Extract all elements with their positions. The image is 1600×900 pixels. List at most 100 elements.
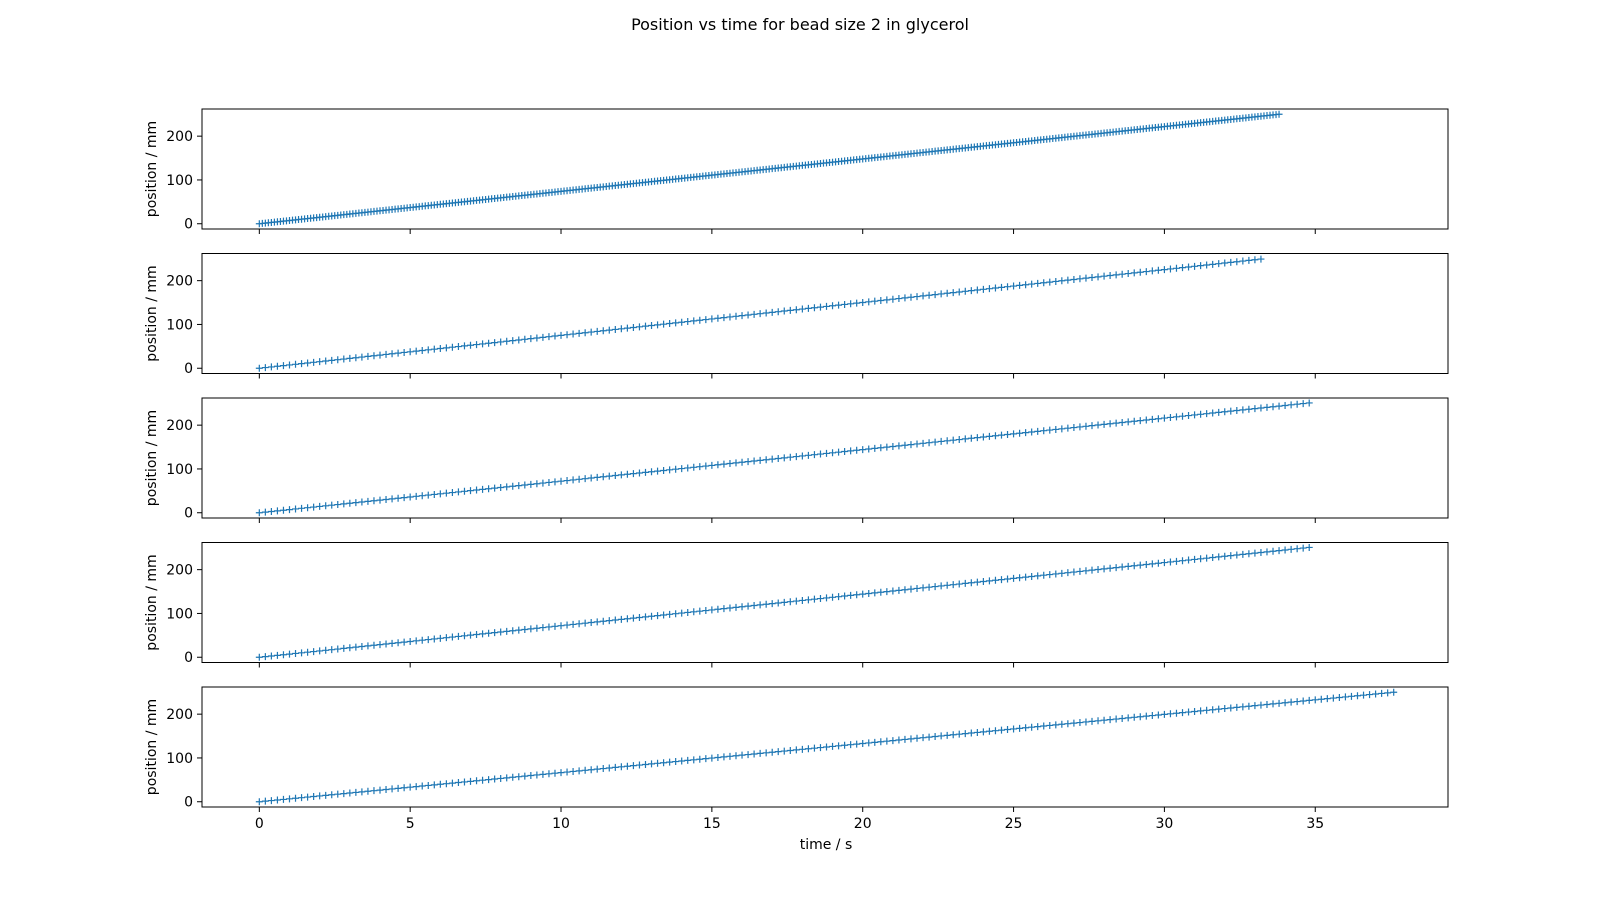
data-point	[454, 632, 462, 640]
data-point	[310, 358, 318, 366]
data-point	[1046, 278, 1054, 286]
data-point	[1366, 691, 1374, 699]
data-point	[328, 791, 336, 799]
data-point	[1064, 424, 1072, 432]
data-point	[310, 793, 318, 801]
data-point	[448, 779, 456, 787]
data-point	[1082, 718, 1090, 726]
data-point	[298, 649, 306, 657]
data-series	[255, 543, 1313, 661]
subplot-3: 0 100 200 position / mm	[144, 397, 1449, 523]
data-point	[575, 620, 583, 628]
data-point	[1311, 696, 1319, 704]
data-point	[937, 437, 945, 445]
data-point	[623, 762, 631, 770]
data-point	[1052, 570, 1060, 578]
data-point	[973, 728, 981, 736]
data-point	[810, 451, 818, 459]
data-point	[756, 310, 764, 318]
data-point	[1166, 710, 1174, 718]
data-point	[1269, 403, 1277, 411]
data-point	[786, 453, 794, 461]
data-point	[370, 641, 378, 649]
data-point	[768, 308, 776, 316]
data-point	[328, 356, 336, 364]
data-point	[648, 322, 656, 330]
data-point	[581, 766, 589, 774]
data-point	[1076, 275, 1084, 283]
data-point	[473, 486, 481, 494]
data-point	[955, 288, 963, 296]
data-point	[1215, 553, 1223, 561]
data-point	[1034, 427, 1042, 435]
data-point	[406, 783, 414, 791]
data-point	[907, 735, 915, 743]
y-tick-label: 0	[184, 795, 193, 811]
data-point	[1010, 430, 1018, 438]
data-point	[696, 755, 704, 763]
data-point	[1118, 563, 1126, 571]
data-point	[352, 499, 360, 507]
y-axis-label: position / mm	[144, 554, 160, 650]
data-point	[690, 463, 698, 471]
data-point	[394, 784, 402, 792]
data-point	[1046, 721, 1054, 729]
data-point	[1341, 693, 1349, 701]
data-point	[1094, 421, 1102, 429]
data-point	[829, 593, 837, 601]
data-point	[1130, 269, 1138, 277]
data-point	[841, 300, 849, 308]
data-point	[750, 457, 758, 465]
data-point	[370, 497, 378, 505]
data-point	[255, 653, 263, 661]
data-point	[666, 758, 674, 766]
data-point	[557, 622, 565, 630]
data-point	[750, 310, 758, 318]
data-point	[334, 501, 342, 509]
data-point	[955, 580, 963, 588]
data-point	[310, 503, 318, 511]
data-point	[587, 766, 595, 774]
data-point	[961, 730, 969, 738]
data-point	[1076, 423, 1084, 431]
data-point	[1064, 720, 1072, 728]
data-point	[412, 637, 420, 645]
data-point	[798, 745, 806, 753]
data-point	[708, 315, 716, 323]
data-point	[1148, 415, 1156, 423]
data-point	[1010, 725, 1018, 733]
x-tick-label: 10	[552, 816, 570, 832]
data-point	[617, 615, 625, 623]
data-point	[430, 781, 438, 789]
axes-frame	[201, 542, 1449, 663]
data-point	[273, 796, 281, 804]
data-point	[1360, 691, 1368, 699]
y-tick-label: 100	[166, 751, 193, 767]
data-point	[991, 432, 999, 440]
data-point	[949, 436, 957, 444]
data-point	[533, 771, 541, 779]
data-point	[1221, 552, 1229, 560]
data-point	[1064, 569, 1072, 577]
data-point	[539, 770, 547, 778]
data-point	[853, 446, 861, 454]
data-point	[267, 363, 275, 371]
data-point	[1004, 575, 1012, 583]
y-tick-label: 100	[166, 462, 193, 478]
data-point	[1154, 266, 1162, 274]
y-tick-label: 200	[166, 274, 193, 290]
data-point	[949, 289, 957, 297]
data-point	[623, 470, 631, 478]
data-point	[961, 579, 969, 587]
data-point	[835, 301, 843, 309]
data-point	[358, 643, 366, 651]
data-point	[400, 784, 408, 792]
data-point	[599, 617, 607, 625]
data-point	[804, 451, 812, 459]
data-point	[1185, 412, 1193, 420]
data-point	[1197, 262, 1205, 270]
data-point	[780, 454, 788, 462]
data-point	[261, 364, 269, 372]
data-point	[660, 759, 668, 767]
data-point	[925, 733, 933, 741]
